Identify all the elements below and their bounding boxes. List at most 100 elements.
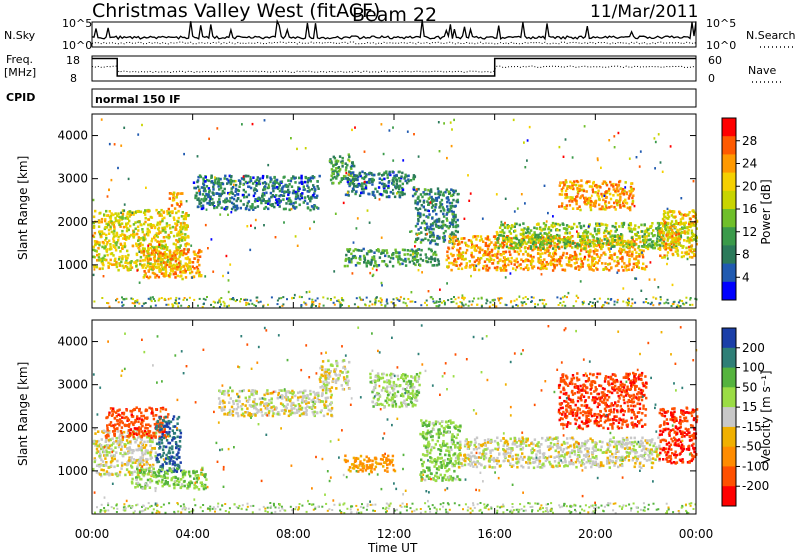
power-cell: [625, 242, 628, 245]
power-cell: [395, 251, 398, 255]
power-cell: [571, 242, 574, 245]
velocity-cell: [120, 445, 124, 449]
power-cell: [556, 296, 559, 299]
power-cell: [171, 270, 175, 273]
power-cell: [269, 203, 272, 206]
velocity-cell: [145, 460, 148, 464]
power-cell: [532, 265, 536, 268]
power-cell: [617, 183, 620, 187]
power-cell: [530, 260, 533, 264]
velocity-cell: [159, 421, 162, 425]
power-cell: [602, 207, 606, 211]
power-cell: [664, 248, 667, 251]
power-cell: [360, 298, 363, 301]
power-cell: [627, 254, 631, 257]
power-cell: [622, 191, 625, 195]
power-cell: [415, 255, 419, 258]
power-cell: [533, 242, 536, 246]
velocity-cell: [118, 473, 121, 477]
velocity-cell: [120, 464, 124, 467]
power-cell: [307, 178, 310, 182]
power-cell: [540, 262, 543, 265]
power-cell: [179, 226, 181, 229]
power-cell: [535, 227, 539, 230]
power-cell: [148, 230, 151, 234]
power-cell: [658, 223, 661, 226]
power-cell: [437, 305, 440, 308]
power-cell: [523, 241, 527, 244]
velocity-cell: [122, 435, 126, 439]
power-cell: [303, 188, 307, 191]
power-cell: [469, 239, 473, 243]
power-cell: [613, 146, 616, 149]
power-cell: [433, 257, 437, 260]
power-cell: [394, 248, 397, 252]
power-cell: [663, 222, 666, 226]
power-cell: [506, 224, 509, 227]
power-cell: [499, 269, 503, 272]
power-cell: [412, 262, 416, 265]
velocity-cell: [120, 467, 123, 470]
power-cell: [347, 257, 351, 260]
power-cell: [242, 203, 245, 206]
power-cell: [310, 305, 313, 308]
power-cell: [249, 248, 252, 252]
power-cell: [598, 207, 601, 211]
power-cell: [539, 252, 542, 256]
power-cell: [545, 243, 548, 246]
velocity-cell: [139, 459, 143, 463]
power-cell: [361, 176, 364, 180]
power-cell: [533, 245, 536, 248]
power-cell: [294, 235, 297, 238]
power-cell: [486, 299, 489, 302]
power-cell: [136, 299, 139, 302]
power-cell: [589, 301, 592, 303]
power-cell: [146, 250, 150, 254]
power-cell: [480, 256, 483, 260]
power-cell: [404, 173, 407, 177]
power-cell: [380, 236, 383, 239]
power-cell: [212, 201, 215, 204]
power-cell: [225, 197, 228, 200]
power-cell: [157, 255, 161, 258]
power-cell: [569, 254, 572, 257]
power-cell: [172, 216, 176, 219]
power-cell: [630, 305, 633, 307]
power-cell: [669, 232, 673, 236]
power-cell: [602, 231, 606, 235]
power-cell: [473, 297, 475, 300]
power-cell: [186, 224, 189, 227]
power-cell: [150, 251, 153, 255]
power-cell: [452, 234, 455, 237]
velocity-cell: [119, 442, 122, 446]
power-cell: [237, 179, 241, 182]
power-cell: [582, 189, 586, 193]
power-cell: [298, 187, 301, 191]
power-cell: [369, 263, 372, 266]
power-cell: [551, 252, 555, 255]
power-cell: [385, 249, 388, 252]
power-cell: [112, 237, 115, 240]
power-cell: [105, 209, 108, 213]
velocity-cell: [141, 460, 144, 464]
power-cell: [105, 237, 108, 240]
power-cell: [543, 237, 547, 241]
power-cell: [464, 251, 468, 255]
power-cell: [625, 264, 628, 268]
power-cell: [628, 247, 631, 250]
power-cell: [132, 223, 136, 226]
power-cell: [619, 187, 623, 190]
power-cell: [666, 236, 669, 239]
power-cell: [494, 245, 498, 249]
power-cell: [423, 188, 427, 191]
power-cell: [114, 248, 118, 252]
velocity-cell: [129, 448, 133, 452]
power-cell: [530, 296, 533, 299]
power-cell: [111, 263, 114, 266]
power-cell: [484, 244, 487, 247]
power-cell: [124, 217, 127, 220]
power-cell: [498, 297, 501, 300]
velocity-cell: [127, 451, 131, 455]
power-cell: [249, 299, 252, 302]
power-cell: [414, 245, 416, 248]
